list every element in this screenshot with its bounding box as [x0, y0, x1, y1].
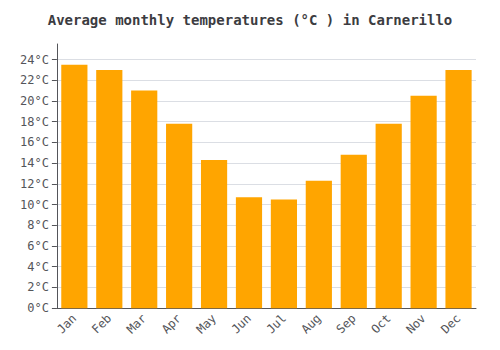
svg-text:Average monthly temperatures (: Average monthly temperatures (°C ) in Ca…: [48, 12, 453, 28]
svg-text:20°C: 20°C: [20, 94, 49, 108]
svg-text:14°C: 14°C: [20, 156, 49, 170]
svg-text:Sep: Sep: [333, 311, 358, 336]
svg-text:Jul: Jul: [264, 311, 289, 336]
svg-text:12°C: 12°C: [20, 177, 49, 191]
svg-text:Apr: Apr: [159, 311, 184, 336]
svg-text:Nov: Nov: [403, 311, 428, 336]
svg-text:10°C: 10°C: [20, 198, 49, 212]
svg-text:Aug: Aug: [299, 311, 324, 336]
svg-text:6°C: 6°C: [27, 239, 49, 253]
svg-text:Jan: Jan: [54, 311, 79, 336]
svg-text:2°C: 2°C: [27, 280, 49, 294]
svg-text:0°C: 0°C: [27, 301, 49, 315]
svg-text:Dec: Dec: [438, 311, 463, 336]
svg-text:18°C: 18°C: [20, 115, 49, 129]
svg-text:Mar: Mar: [124, 311, 149, 336]
svg-text:Feb: Feb: [89, 311, 114, 336]
svg-text:4°C: 4°C: [27, 260, 49, 274]
svg-text:May: May: [194, 311, 219, 336]
svg-text:Oct: Oct: [368, 311, 393, 336]
svg-text:Jun: Jun: [229, 311, 254, 336]
svg-text:8°C: 8°C: [27, 218, 49, 232]
svg-text:16°C: 16°C: [20, 135, 49, 149]
svg-text:24°C: 24°C: [20, 53, 49, 67]
svg-text:22°C: 22°C: [20, 73, 49, 87]
